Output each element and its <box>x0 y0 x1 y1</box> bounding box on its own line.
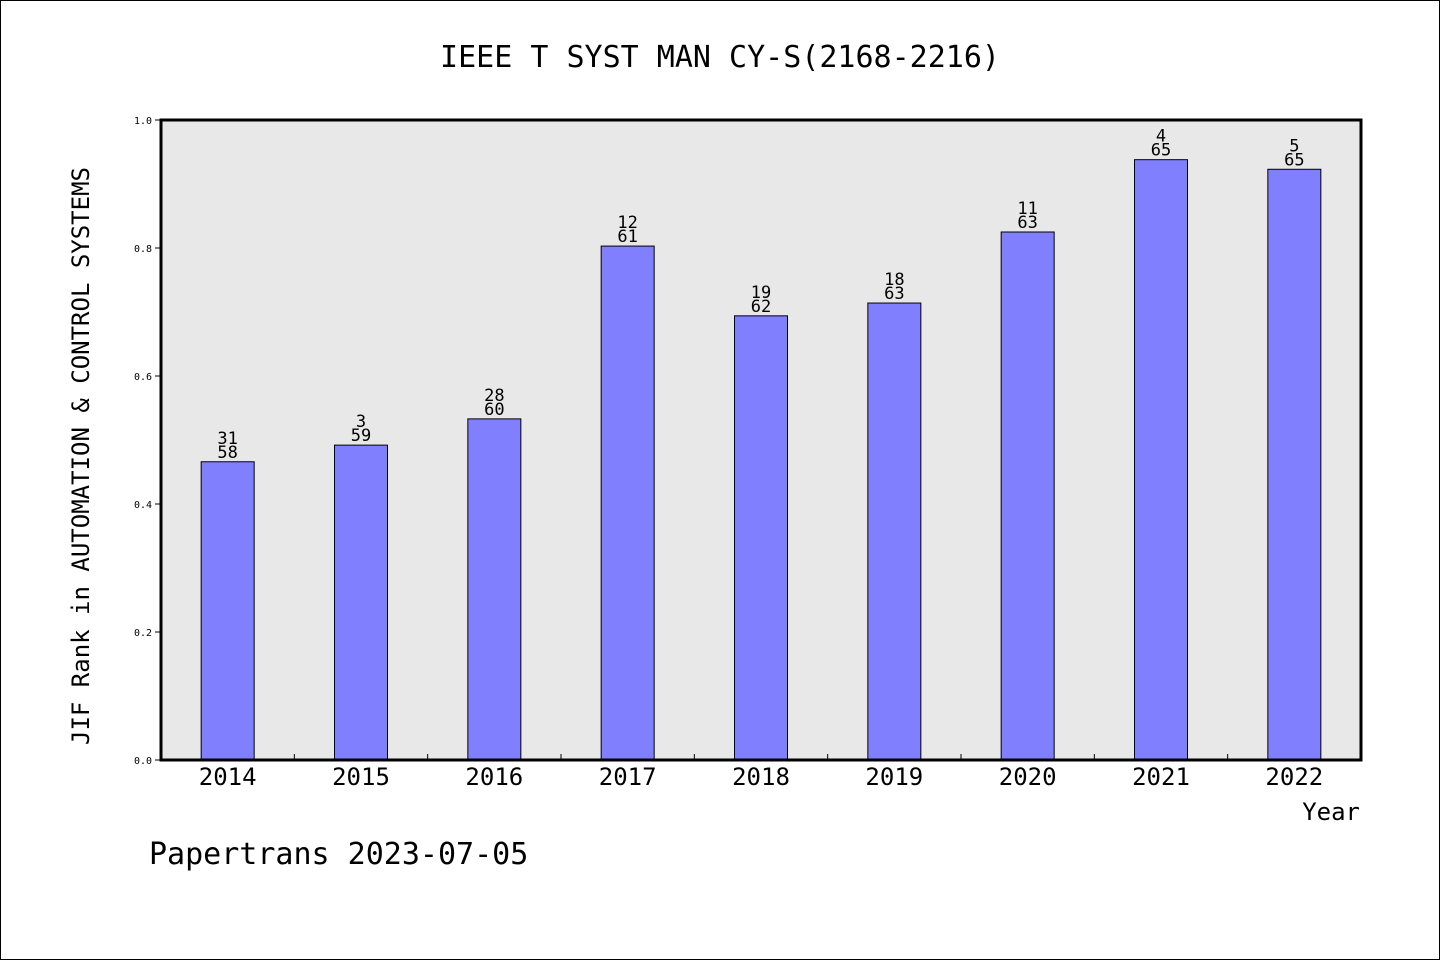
total-label: 61 <box>617 227 637 247</box>
total-label: 63 <box>1017 213 1037 233</box>
rank-label: 18 <box>884 270 904 290</box>
rank-label: 3 <box>356 412 366 432</box>
bar-2014 <box>200 461 255 761</box>
y-tick-label: 0.6 <box>134 372 152 383</box>
x-tick-label: 2022 <box>1265 763 1323 791</box>
total-label: 62 <box>751 297 771 317</box>
x-tick-label: 2018 <box>732 763 790 791</box>
y-tick-label: 1.0 <box>134 116 152 127</box>
y-tick-label: 0.0 <box>134 756 152 767</box>
y-tick-label: 0.8 <box>134 244 152 255</box>
x-tick-label: 2017 <box>599 763 657 791</box>
total-label: 65 <box>1284 150 1304 170</box>
x-tick-label: 2020 <box>999 763 1057 791</box>
y-axis: 0.0 0.2 0.4 0.6 0.8 1.0 <box>134 116 161 767</box>
total-label: 65 <box>1151 141 1171 161</box>
bar-2016 <box>467 418 522 761</box>
plot-border <box>159 118 1363 762</box>
x-tick-label: 2019 <box>865 763 923 791</box>
rank-label: 5 <box>1289 136 1299 156</box>
x-axis-label: Year <box>1302 798 1360 826</box>
total-label: 59 <box>351 426 371 446</box>
x-axis: 2014 2015 2016 2017 2018 2019 2020 2021 2022 <box>199 754 1323 791</box>
bar-2015 <box>334 444 388 761</box>
y-tick-label: 0.4 <box>134 500 152 511</box>
rank-label: 19 <box>751 283 771 303</box>
bar-2021 <box>1134 159 1188 761</box>
rank-label: 28 <box>484 386 504 406</box>
y-axis-label: JIF Rank in AUTOMATION & CONTROL SYSTEMS <box>67 167 95 745</box>
rank-label: 11 <box>1017 199 1037 219</box>
total-label: 63 <box>884 284 904 304</box>
total-label: 60 <box>484 400 504 420</box>
y-tick-label: 0.2 <box>134 628 152 639</box>
rank-label: 4 <box>1156 127 1166 147</box>
x-tick-label: 2015 <box>332 763 390 791</box>
rank-label: 12 <box>617 213 637 233</box>
bar-2018 <box>734 315 788 761</box>
chart-title: IEEE T SYST MAN CY-S(2168-2216) <box>440 40 1000 75</box>
bar-2022 <box>1267 168 1322 761</box>
x-tick-label: 2016 <box>465 763 523 791</box>
footer-credit: Papertrans 2023-07-05 <box>149 837 528 872</box>
bar-2020 <box>1000 231 1055 761</box>
total-label: 58 <box>217 443 237 463</box>
rank-label: 31 <box>217 429 237 449</box>
bar-2019 <box>867 302 922 761</box>
x-tick-label: 2014 <box>199 763 257 791</box>
bar-2017 <box>600 245 655 761</box>
bars <box>200 159 1322 761</box>
x-tick-label: 2021 <box>1132 763 1190 791</box>
